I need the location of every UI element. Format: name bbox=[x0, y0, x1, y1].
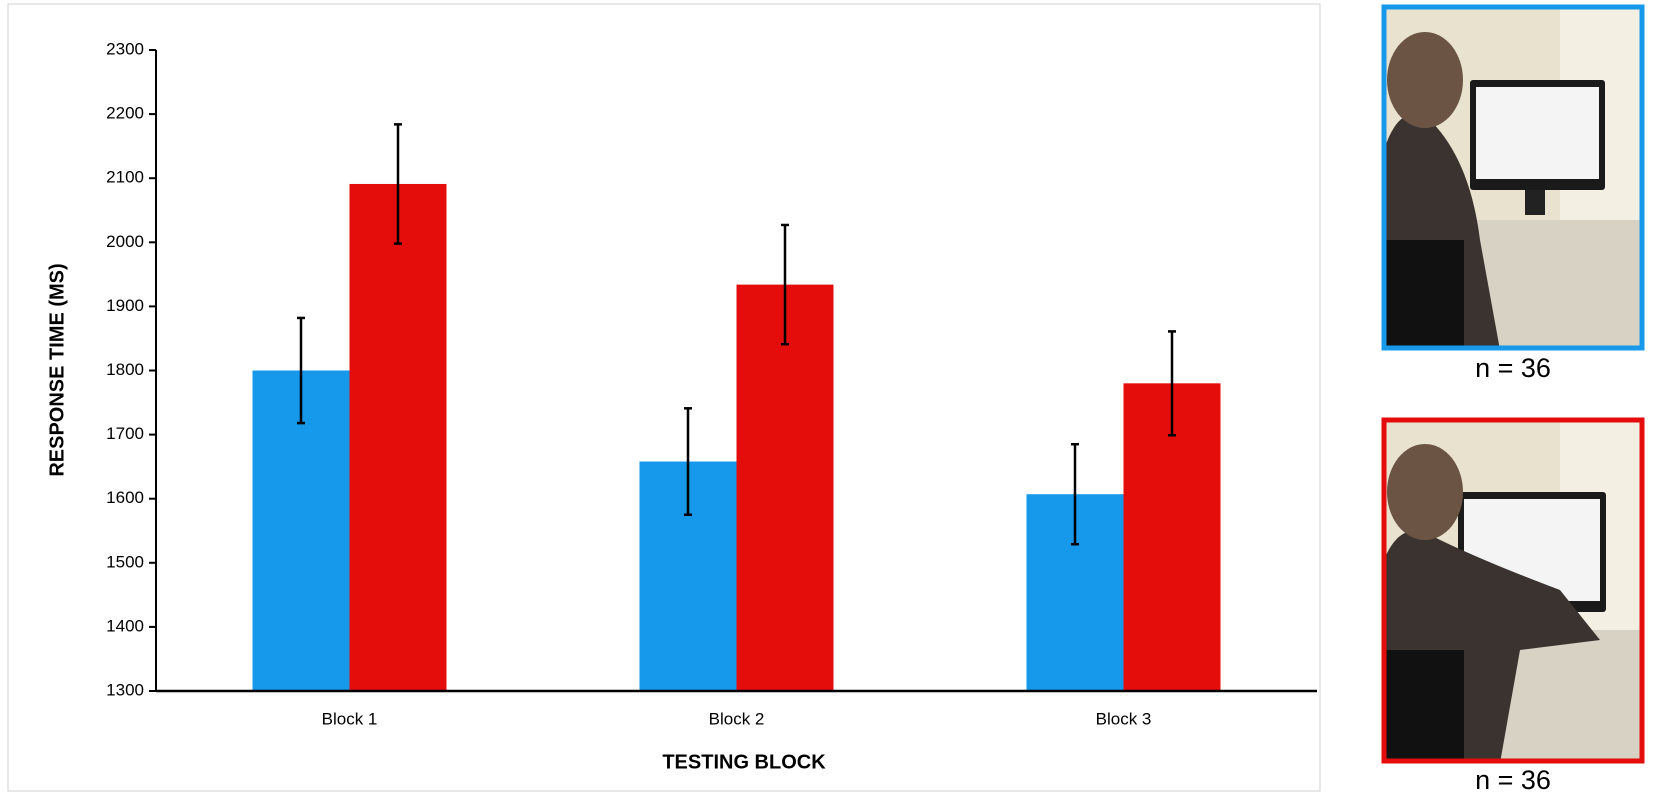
photo-frame bbox=[1381, 4, 1645, 351]
y-tick-label: 1400 bbox=[106, 616, 144, 635]
error-bar bbox=[1071, 442, 1079, 546]
y-tick-label: 1700 bbox=[106, 424, 144, 443]
bar bbox=[349, 183, 447, 691]
y-tick-label: 1800 bbox=[106, 360, 144, 379]
error-bar bbox=[1168, 330, 1176, 437]
x-tick-label: Block 2 bbox=[709, 709, 765, 728]
panel-caption: n = 36 bbox=[1475, 353, 1551, 383]
x-axis-title: TESTING BLOCK bbox=[662, 751, 826, 773]
y-tick-label: 2300 bbox=[106, 39, 144, 58]
y-tick-label: 1900 bbox=[106, 296, 144, 315]
y-tick-label: 2200 bbox=[106, 104, 144, 123]
y-tick-label: 2100 bbox=[106, 168, 144, 187]
error-bar bbox=[781, 223, 789, 346]
photo-panel bbox=[1384, 7, 1642, 351]
photo-panel bbox=[1384, 420, 1642, 763]
x-tick-label: Block 3 bbox=[1096, 709, 1152, 728]
y-tick-label: 1500 bbox=[106, 552, 144, 571]
x-tick-label: Block 1 bbox=[322, 709, 378, 728]
error-bar bbox=[684, 407, 692, 516]
error-bar bbox=[394, 123, 402, 245]
y-tick-label: 1600 bbox=[106, 488, 144, 507]
y-tick-label: 1300 bbox=[106, 680, 144, 699]
panel-caption: n = 36 bbox=[1475, 765, 1551, 795]
bar bbox=[736, 284, 834, 691]
y-tick-label: 2000 bbox=[106, 232, 144, 251]
photo-frame bbox=[1381, 417, 1645, 764]
y-axis-title: RESPONSE TIME (MS) bbox=[46, 263, 68, 476]
error-bar bbox=[297, 316, 305, 425]
